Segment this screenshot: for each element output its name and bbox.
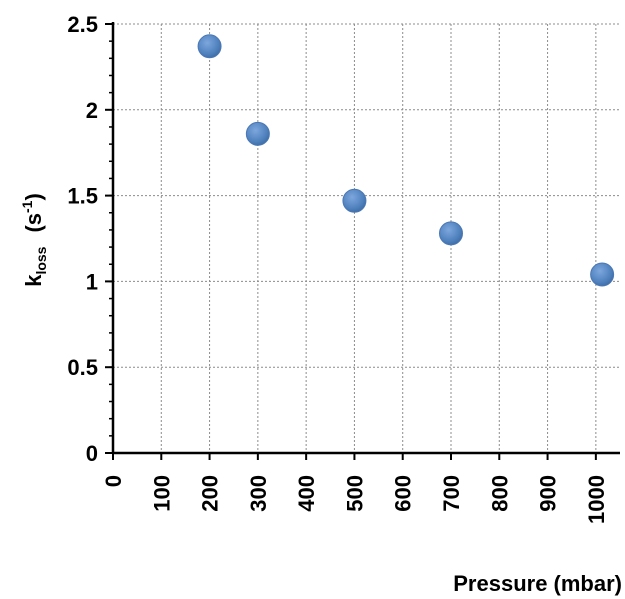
y-tick-labels: 0 0.5 1 1.5 2 2.5: [67, 12, 98, 466]
y-axis-title-superscript: -1: [19, 200, 35, 213]
x-tick-label: 500: [342, 475, 367, 512]
x-tick-label: 200: [198, 475, 223, 512]
data-point: [439, 221, 463, 246]
x-tick-label: 300: [246, 475, 271, 512]
y-axis-title-unit: (s: [21, 213, 46, 233]
y-axis-title: kloss (s-1): [19, 193, 49, 287]
y-tick-label: 2.5: [67, 12, 98, 37]
grid: [113, 23, 620, 453]
x-tick-label: 1000: [584, 475, 609, 524]
y-tick-label: 1: [86, 269, 98, 294]
y-axis-title-subscript: loss: [33, 246, 49, 274]
x-tick-label: 100: [149, 475, 174, 512]
x-tick-labels: 0 100 200 300 400 500 600 700 800 900 1000: [101, 475, 609, 524]
data-point: [342, 188, 367, 213]
y-axis-title-main: k: [21, 274, 46, 287]
y-tick-label: 2: [86, 98, 98, 123]
data-point: [245, 121, 270, 146]
y-tick-label: 0: [86, 441, 98, 466]
y-tick-label: 0.5: [67, 355, 98, 380]
axes: [105, 22, 620, 460]
data-point: [197, 34, 222, 59]
x-tick-label: 800: [487, 475, 512, 512]
x-axis-title: Pressure (mbar): [453, 571, 622, 596]
x-tick-label: 0: [101, 475, 126, 487]
x-tick-label: 600: [391, 475, 416, 512]
data-points: [197, 34, 615, 287]
y-tick-label: 1.5: [67, 184, 98, 209]
x-tick-label: 900: [536, 475, 561, 512]
x-tick-label: 400: [294, 475, 319, 512]
y-axis-title-close: ): [21, 193, 46, 200]
data-point: [590, 262, 615, 287]
x-tick-label: 700: [439, 475, 464, 512]
